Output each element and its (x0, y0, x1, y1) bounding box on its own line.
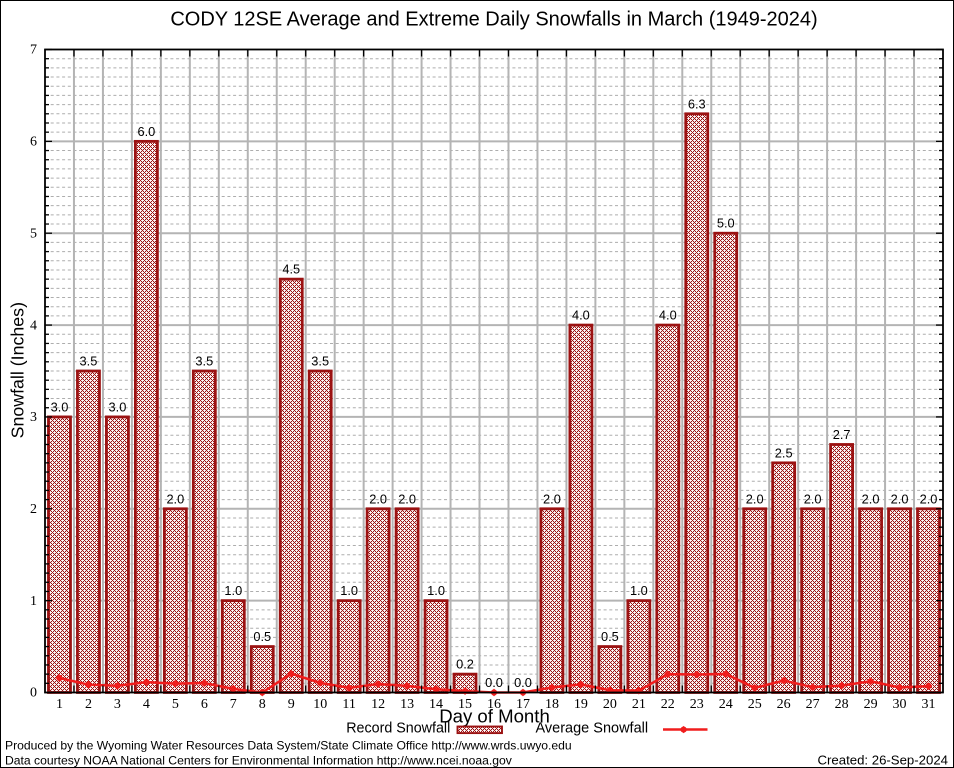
svg-text:13: 13 (400, 697, 414, 712)
svg-text:18: 18 (545, 697, 559, 712)
svg-text:1.0: 1.0 (427, 583, 445, 598)
svg-text:6: 6 (30, 135, 37, 150)
svg-text:0.5: 0.5 (601, 629, 619, 644)
svg-text:6: 6 (201, 697, 208, 712)
svg-text:10: 10 (313, 697, 327, 712)
svg-text:6.3: 6.3 (688, 96, 706, 111)
svg-text:19: 19 (574, 697, 588, 712)
svg-text:14: 14 (429, 697, 443, 712)
svg-text:0.2: 0.2 (456, 657, 474, 672)
svg-text:0.5: 0.5 (253, 629, 271, 644)
svg-text:5.0: 5.0 (717, 216, 735, 231)
svg-text:2.0: 2.0 (369, 491, 387, 506)
svg-text:Snowfall (Inches): Snowfall (Inches) (8, 302, 28, 438)
svg-text:0: 0 (30, 686, 37, 701)
svg-text:21: 21 (632, 697, 646, 712)
svg-text:CODY 12SE Average and Extreme: CODY 12SE Average and Extreme Daily Snow… (170, 9, 817, 31)
svg-text:20: 20 (603, 697, 617, 712)
svg-text:2.0: 2.0 (543, 491, 561, 506)
svg-text:4.0: 4.0 (659, 308, 677, 323)
svg-text:4: 4 (143, 697, 150, 712)
svg-text:1.0: 1.0 (340, 583, 358, 598)
svg-text:17: 17 (516, 697, 530, 712)
svg-text:3.5: 3.5 (80, 354, 98, 369)
svg-text:22: 22 (661, 697, 675, 712)
svg-text:2.5: 2.5 (775, 445, 793, 460)
svg-text:5: 5 (172, 697, 179, 712)
svg-text:2: 2 (85, 697, 92, 712)
svg-text:2.0: 2.0 (804, 491, 822, 506)
svg-text:0.0: 0.0 (485, 675, 503, 690)
svg-text:7: 7 (30, 43, 37, 58)
svg-text:Data courtesy NOAA National Ce: Data courtesy NOAA National Centers for … (5, 754, 513, 768)
svg-text:2.0: 2.0 (166, 491, 184, 506)
svg-text:3.5: 3.5 (311, 354, 329, 369)
svg-text:8: 8 (259, 697, 266, 712)
svg-text:0.0: 0.0 (514, 675, 532, 690)
svg-text:4: 4 (30, 318, 37, 333)
svg-text:Produced by the Wyoming Water: Produced by the Wyoming Water Resources … (5, 738, 572, 752)
svg-text:3: 3 (30, 410, 37, 425)
svg-text:2.0: 2.0 (746, 491, 764, 506)
svg-text:7: 7 (230, 697, 237, 712)
svg-text:4.0: 4.0 (572, 308, 590, 323)
svg-text:26: 26 (777, 697, 791, 712)
svg-text:3.0: 3.0 (109, 399, 127, 414)
svg-text:2.7: 2.7 (833, 427, 851, 442)
svg-text:24: 24 (719, 697, 733, 712)
svg-text:23: 23 (690, 697, 704, 712)
svg-text:2: 2 (30, 502, 37, 517)
svg-text:Created: 26-Sep-2024: Created: 26-Sep-2024 (818, 753, 949, 768)
svg-text:5: 5 (30, 226, 37, 241)
svg-text:25: 25 (748, 697, 762, 712)
svg-text:1: 1 (30, 594, 37, 609)
svg-text:15: 15 (458, 697, 472, 712)
svg-text:2.0: 2.0 (862, 491, 880, 506)
svg-text:27: 27 (806, 697, 820, 712)
svg-text:6.0: 6.0 (137, 124, 155, 139)
svg-text:29: 29 (864, 697, 878, 712)
svg-text:4.5: 4.5 (282, 262, 300, 277)
svg-text:31: 31 (922, 697, 936, 712)
svg-text:3.5: 3.5 (195, 354, 213, 369)
svg-text:Record Snowfall: Record Snowfall (346, 720, 450, 736)
svg-text:1: 1 (56, 697, 63, 712)
svg-text:Average Snowfall: Average Snowfall (536, 720, 649, 736)
svg-text:1.0: 1.0 (630, 583, 648, 598)
svg-text:28: 28 (835, 697, 849, 712)
svg-text:Day of Month: Day of Month (439, 706, 550, 727)
svg-text:30: 30 (893, 697, 907, 712)
svg-text:2.0: 2.0 (398, 491, 416, 506)
svg-text:16: 16 (487, 697, 501, 712)
svg-text:9: 9 (288, 697, 295, 712)
svg-text:2.0: 2.0 (920, 491, 938, 506)
svg-text:11: 11 (342, 697, 355, 712)
svg-text:1.0: 1.0 (224, 583, 242, 598)
svg-text:3: 3 (114, 697, 121, 712)
svg-text:12: 12 (371, 697, 385, 712)
svg-text:3.0: 3.0 (51, 399, 69, 414)
svg-text:2.0: 2.0 (891, 491, 909, 506)
